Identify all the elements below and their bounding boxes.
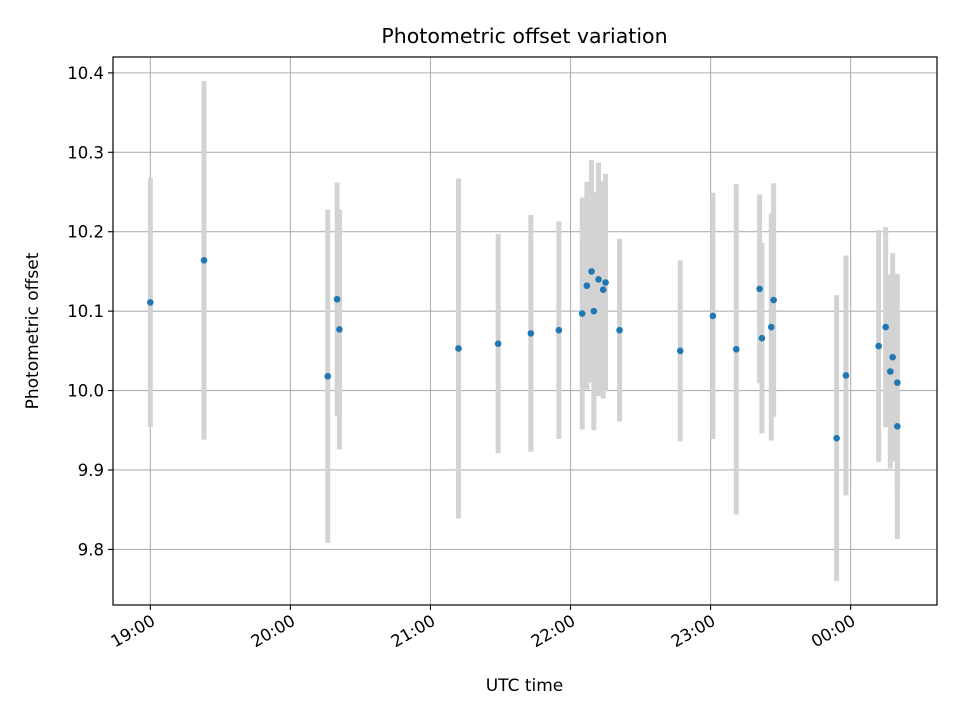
y-tick-label: 10.0 xyxy=(67,382,104,401)
chart-title: Photometric offset variation xyxy=(381,24,667,48)
data-point xyxy=(147,299,154,306)
data-point xyxy=(455,345,462,352)
data-point xyxy=(889,353,896,361)
data-point xyxy=(770,296,777,304)
data-point xyxy=(588,268,595,275)
y-tick-label: 9.8 xyxy=(78,540,104,559)
data-point xyxy=(767,323,775,331)
y-tick-label: 10.1 xyxy=(67,302,104,321)
y-tick-label: 10.2 xyxy=(67,223,104,242)
y-tick-label: 9.9 xyxy=(78,461,104,480)
data-point xyxy=(756,285,763,293)
y-axis: 9.8 9.9 10.0 10.1 10.2 10.3 10.4 xyxy=(67,64,113,559)
data-point xyxy=(709,312,717,320)
data-point xyxy=(894,423,901,430)
data-points xyxy=(147,257,901,442)
data-point xyxy=(336,326,343,333)
data-point xyxy=(595,276,602,283)
plot-area-frame xyxy=(112,56,938,606)
data-point xyxy=(555,326,563,334)
data-point xyxy=(842,372,850,379)
data-point xyxy=(887,368,894,375)
data-point xyxy=(732,345,740,353)
data-point xyxy=(494,340,502,348)
data-point xyxy=(894,379,901,386)
data-point xyxy=(602,279,609,286)
data-point xyxy=(758,334,766,342)
data-point xyxy=(676,347,684,355)
data-point xyxy=(527,330,535,337)
data-point xyxy=(833,434,840,442)
data-point xyxy=(324,372,332,380)
data-point xyxy=(583,282,591,290)
data-point xyxy=(882,323,889,331)
data-point xyxy=(590,307,598,315)
y-tick-label: 10.4 xyxy=(67,64,104,83)
data-point xyxy=(578,310,586,317)
x-axis-label: UTC time xyxy=(486,676,564,696)
data-point xyxy=(616,326,623,334)
data-point xyxy=(599,286,607,294)
data-point xyxy=(333,295,341,303)
y-tick-label: 10.3 xyxy=(67,143,104,162)
y-axis-label: Photometric offset xyxy=(23,252,43,409)
data-point xyxy=(875,342,882,350)
data-point xyxy=(200,257,208,264)
